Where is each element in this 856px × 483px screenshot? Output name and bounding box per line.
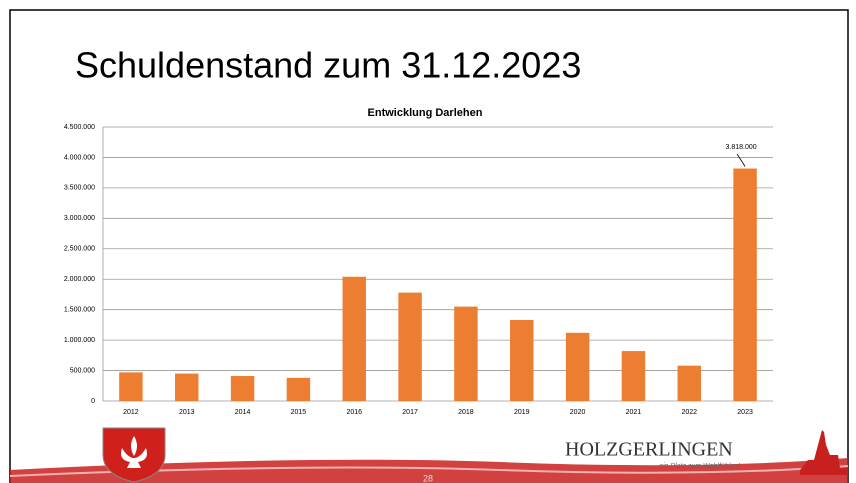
bottom-swoosh [10, 458, 848, 483]
data-label: 3.818.000 [726, 144, 757, 151]
y-tick-label: 2.500.000 [64, 246, 95, 253]
bar [677, 365, 701, 401]
bar [733, 168, 757, 401]
y-tick-label: 1.500.000 [64, 307, 95, 314]
x-tick-label: 2014 [235, 409, 251, 416]
x-tick-label: 2020 [570, 409, 586, 416]
bar [565, 332, 590, 401]
y-tick-label: 500.000 [70, 367, 95, 374]
bar [286, 377, 311, 401]
coat-of-arms [102, 427, 166, 483]
bar [621, 351, 646, 401]
x-tick-label: 2016 [346, 409, 362, 416]
bar [230, 376, 255, 401]
x-tick-label: 2021 [626, 409, 642, 416]
x-tick-label: 2017 [402, 409, 418, 416]
x-tick-label: 2018 [458, 409, 474, 416]
y-tick-label: 1.000.000 [64, 337, 95, 344]
y-tick-label: 3.500.000 [64, 185, 95, 192]
chart-title: Entwicklung Darlehen [368, 107, 483, 119]
x-tick-label: 2022 [681, 409, 697, 416]
swoosh-highlight [9, 465, 849, 477]
bar [119, 372, 143, 401]
church-silhouette [800, 430, 848, 475]
x-tick-label: 2012 [123, 409, 139, 416]
x-tick-label: 2013 [179, 409, 195, 416]
logo-name: HOLZGERLINGEN [565, 439, 733, 461]
y-tick-label: 3.000.000 [64, 215, 95, 222]
bar [510, 320, 534, 401]
y-tick-label: 0 [91, 398, 95, 405]
bar [398, 292, 422, 401]
bar [342, 276, 366, 401]
x-tick-label: 2019 [514, 409, 530, 416]
x-tick-label: 2015 [291, 409, 307, 416]
y-tick-label: 4.000.000 [64, 154, 95, 161]
page-number: 28 [423, 473, 433, 483]
logo-slogan: ein Platz zum Wohlfühlen! [659, 463, 740, 470]
plot: 0 500.000 1.000.000 1.500.000 2.000.000 2.500… [64, 124, 773, 416]
bar [175, 373, 199, 401]
x-tick-label: 2023 [737, 409, 753, 416]
slide-title: Schuldenstand zum 31.12.2023 [75, 45, 581, 86]
y-tick-label: 4.500.000 [64, 124, 95, 131]
label-leader [736, 153, 746, 167]
bar [454, 306, 478, 401]
slide-frame [9, 9, 849, 483]
y-tick-label: 2.000.000 [64, 276, 95, 283]
